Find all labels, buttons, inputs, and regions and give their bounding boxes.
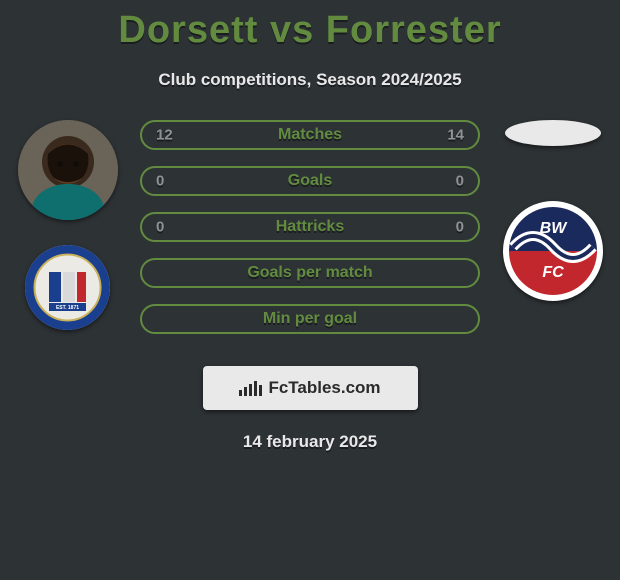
stat-gpm-label: Goals per match [247, 264, 372, 282]
player-right-avatar [505, 120, 601, 146]
svg-text:BW: BW [539, 220, 568, 237]
stat-hattricks-left: 0 [156, 219, 164, 236]
page-title: Dorsett vs Forrester [0, 9, 620, 52]
comparison-card: Dorsett vs Forrester Club competitions, … [0, 0, 620, 580]
stat-matches-label: Matches [278, 126, 342, 144]
body-area: EST. 1871 BW FC [0, 120, 620, 360]
svg-text:EST. 1871: EST. 1871 [56, 305, 79, 311]
stat-matches-left: 12 [156, 127, 173, 144]
brand-box: FcTables.com [203, 366, 418, 410]
right-player-column: BW FC [495, 120, 610, 301]
brand-bars-icon [239, 381, 262, 396]
stat-row-hattricks: 0 Hattricks 0 [140, 212, 480, 242]
left-player-column: EST. 1871 [10, 120, 125, 330]
player-left-avatar [18, 120, 118, 220]
stat-hattricks-label: Hattricks [276, 218, 344, 236]
stat-row-matches: 12 Matches 14 [140, 120, 480, 150]
stat-hattricks-right: 0 [456, 219, 464, 236]
player-right-club-badge: BW FC [503, 201, 603, 301]
subtitle: Club competitions, Season 2024/2025 [0, 70, 620, 90]
stat-goals-label: Goals [288, 172, 332, 190]
player-left-club-badge: EST. 1871 [25, 245, 110, 330]
svg-text:FC: FC [542, 264, 564, 281]
stat-row-min-per-goal: Min per goal [140, 304, 480, 334]
stat-goals-right: 0 [456, 173, 464, 190]
brand-text: FcTables.com [268, 378, 380, 398]
stats-column: 12 Matches 14 0 Goals 0 0 Hattricks 0 Go… [140, 120, 480, 350]
date-text: 14 february 2025 [0, 432, 620, 452]
stat-row-goals-per-match: Goals per match [140, 258, 480, 288]
stat-mpg-label: Min per goal [263, 310, 357, 328]
stat-row-goals: 0 Goals 0 [140, 166, 480, 196]
stat-goals-left: 0 [156, 173, 164, 190]
stat-matches-right: 14 [447, 127, 464, 144]
